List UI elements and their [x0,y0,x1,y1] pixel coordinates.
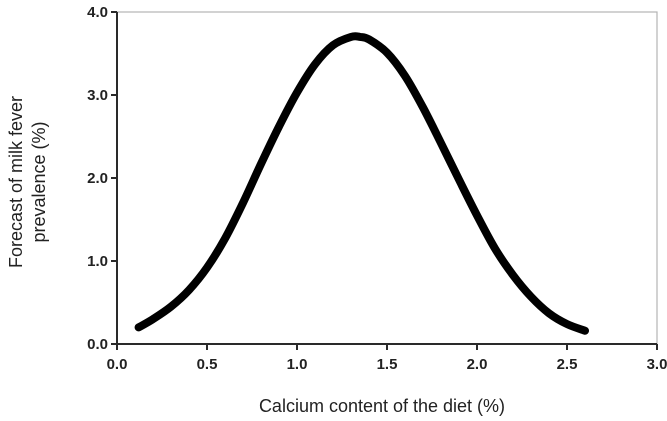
ticks [111,11,658,350]
y-axis-title: Forecast of milk fever prevalence (%) [6,96,49,268]
x-tick-label-0: 0.0 [107,356,128,373]
y-tick-label-4: 4.0 [87,4,108,21]
y-tick-label-1: 1.0 [87,253,108,270]
tick-labels: 0.0 0.5 1.0 1.5 2.0 2.5 3.0 0.0 1.0 2.0 3.0 4.0 [87,4,667,373]
x-tick-label-4: 2.0 [467,356,488,373]
series [134,32,589,335]
plot-area [116,11,658,345]
x-tick-label-6: 3.0 [647,356,667,373]
x-tick-label-3: 1.5 [377,356,398,373]
plot-frame [116,11,658,345]
y-tick-label-0: 0.0 [87,336,108,353]
x-tick-label-1: 0.5 [197,356,218,373]
y-axis-title-line-2: prevalence (%) [29,121,49,242]
y-tick-label-3: 3.0 [87,87,108,104]
y-tick-label-2: 2.0 [87,170,108,187]
y-axis-title-line-1: Forecast of milk fever [6,96,26,268]
series-line-0 [134,32,589,335]
x-tick-label-2: 1.0 [287,356,308,373]
x-tick-label-5: 2.5 [557,356,578,373]
x-axis-title: Calcium content of the diet (%) [259,396,505,416]
